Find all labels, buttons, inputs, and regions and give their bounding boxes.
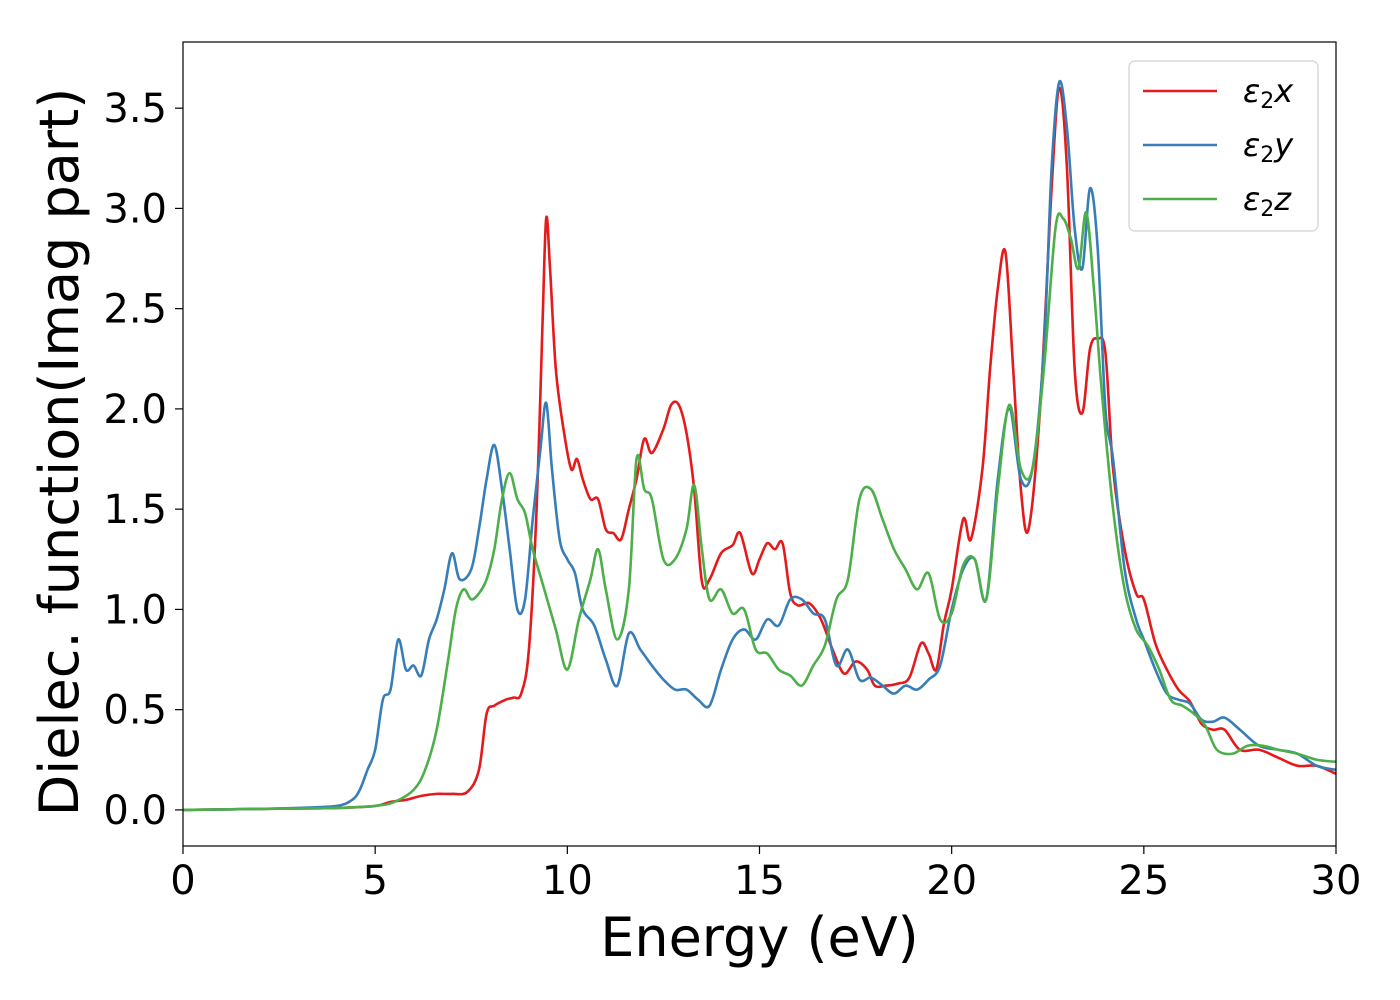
x-tick-label: 15 (734, 858, 785, 904)
y-tick-label: 2.5 (103, 287, 167, 333)
y-tick-label: 3.5 (103, 86, 167, 132)
y-tick-label: 0.0 (103, 788, 167, 834)
series-line-y (183, 79, 1336, 812)
plot-area (183, 79, 1336, 812)
y-tick-label: 3.0 (103, 186, 167, 232)
x-axis: 0 5 10 15 20 25 30 (170, 846, 1361, 904)
x-tick-label: 10 (542, 858, 593, 904)
legend-label-x: ε2x (1243, 72, 1294, 114)
legend-box (1128, 60, 1319, 232)
legend-label-sub: 2 (1260, 89, 1274, 114)
legend-label-sub: 2 (1260, 143, 1274, 168)
x-tick-label: 0 (170, 858, 195, 904)
x-tick-label: 20 (926, 858, 977, 904)
legend-label-tail: z (1273, 180, 1292, 218)
y-axis: 0.0 0.5 1.0 1.5 2.0 2.5 3.0 3.5 (103, 86, 183, 834)
legend-label-sub: 2 (1260, 197, 1274, 222)
legend-label-tail: x (1273, 72, 1294, 110)
legend-label-main: ε (1243, 180, 1260, 218)
x-tick-label: 25 (1118, 858, 1169, 904)
y-tick-label: 1.5 (103, 487, 167, 533)
legend-label-z: ε2z (1243, 180, 1292, 222)
y-tick-label: 0.5 (103, 688, 167, 734)
series-line-z (183, 211, 1336, 812)
y-tick-label: 1.0 (103, 587, 167, 633)
y-axis-title: Dielec. function(Imag part) (28, 88, 91, 817)
legend-label-tail: y (1273, 126, 1294, 164)
legend-label-main: ε (1243, 126, 1260, 164)
legend-label-main: ε (1243, 72, 1260, 110)
legend-label-y: ε2y (1243, 126, 1294, 168)
y-tick-label: 2.0 (103, 387, 167, 433)
x-axis-title: Energy (eV) (600, 906, 919, 969)
x-tick-label: 30 (1311, 858, 1362, 904)
x-tick-label: 5 (362, 858, 387, 904)
